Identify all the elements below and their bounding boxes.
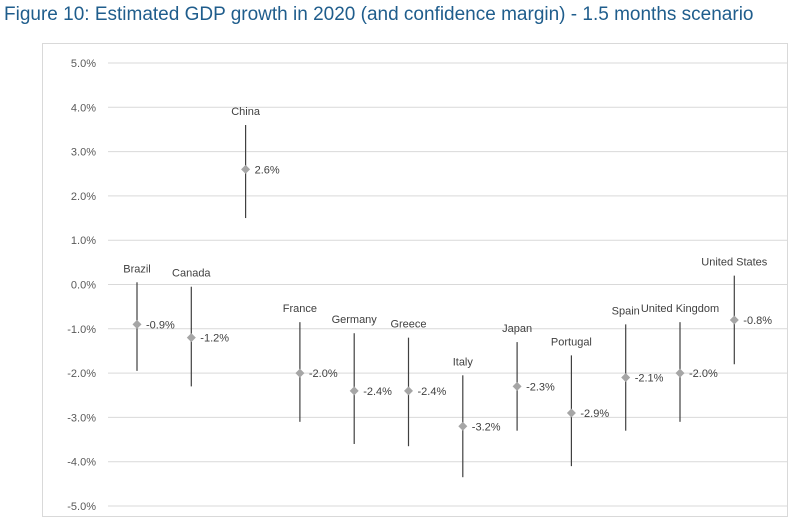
category-label: Brazil — [123, 263, 151, 275]
data-label: -2.1% — [635, 373, 664, 385]
confidence-bars — [136, 125, 735, 478]
y-axis-ticks: 5.0% 4.0% 3.0% 2.0% 1.0% 0.0% -1.0% -2.0% -3.0% -… — [67, 58, 96, 513]
category-label: France — [283, 303, 317, 315]
category-label: Greece — [390, 319, 426, 331]
y-tick-label: -3.0% — [67, 412, 96, 424]
data-point — [404, 386, 413, 396]
y-tick-label: 1.0% — [71, 235, 96, 247]
data-label: 2.6% — [255, 164, 280, 176]
data-label: -3.2% — [472, 421, 501, 433]
y-tick-label: 4.0% — [71, 102, 96, 114]
data-point — [186, 333, 196, 343]
category-label: Canada — [172, 268, 211, 280]
category-label: Italy — [453, 356, 474, 368]
y-tick-label: -5.0% — [67, 501, 96, 513]
category-label: United States — [701, 257, 768, 269]
y-tick-label: 5.0% — [71, 58, 96, 70]
data-point — [458, 421, 468, 431]
data-label: -2.0% — [309, 368, 338, 380]
data-label: -2.4% — [418, 386, 447, 398]
category-label: United Kingdom — [641, 303, 719, 315]
category-label: Germany — [332, 314, 378, 326]
data-point — [566, 408, 576, 418]
data-label: -2.3% — [526, 381, 555, 393]
category-label: Japan — [502, 323, 532, 335]
data-label: -0.9% — [146, 319, 175, 331]
data-point — [512, 381, 522, 391]
gridlines — [108, 62, 787, 507]
category-label: China — [231, 106, 261, 118]
data-point — [729, 315, 739, 325]
data-label: -2.0% — [689, 368, 718, 380]
data-point — [621, 373, 631, 383]
data-point — [132, 319, 142, 329]
data-label: -2.4% — [363, 386, 392, 398]
data-label: -0.8% — [743, 315, 772, 327]
category-label: Spain — [612, 305, 640, 317]
category-label: Portugal — [551, 336, 592, 348]
y-tick-label: -2.0% — [67, 368, 96, 380]
y-tick-label: -1.0% — [67, 324, 96, 336]
y-tick-label: 2.0% — [71, 191, 96, 203]
data-point — [675, 368, 685, 378]
chart-svg: 5.0% 4.0% 3.0% 2.0% 1.0% 0.0% -1.0% -2.0% -3.0% -… — [67, 58, 787, 513]
chart-title: Figure 10: Estimated GDP growth in 2020 … — [4, 4, 754, 25]
data-point — [241, 164, 251, 174]
y-tick-label: 0.0% — [71, 280, 96, 292]
y-tick-label: -4.0% — [67, 457, 96, 469]
chart-area: 5.0% 4.0% 3.0% 2.0% 1.0% 0.0% -1.0% -2.0% -3.0% -… — [42, 43, 788, 517]
data-label: -2.9% — [580, 408, 609, 420]
data-points — [132, 164, 739, 431]
data-point — [295, 368, 305, 378]
data-point — [349, 386, 359, 396]
y-tick-label: 3.0% — [71, 147, 96, 159]
data-labels: Brazil -0.9% Canada -1.2% China 2.6% France -2.… — [123, 106, 772, 433]
data-label: -1.2% — [200, 333, 229, 345]
